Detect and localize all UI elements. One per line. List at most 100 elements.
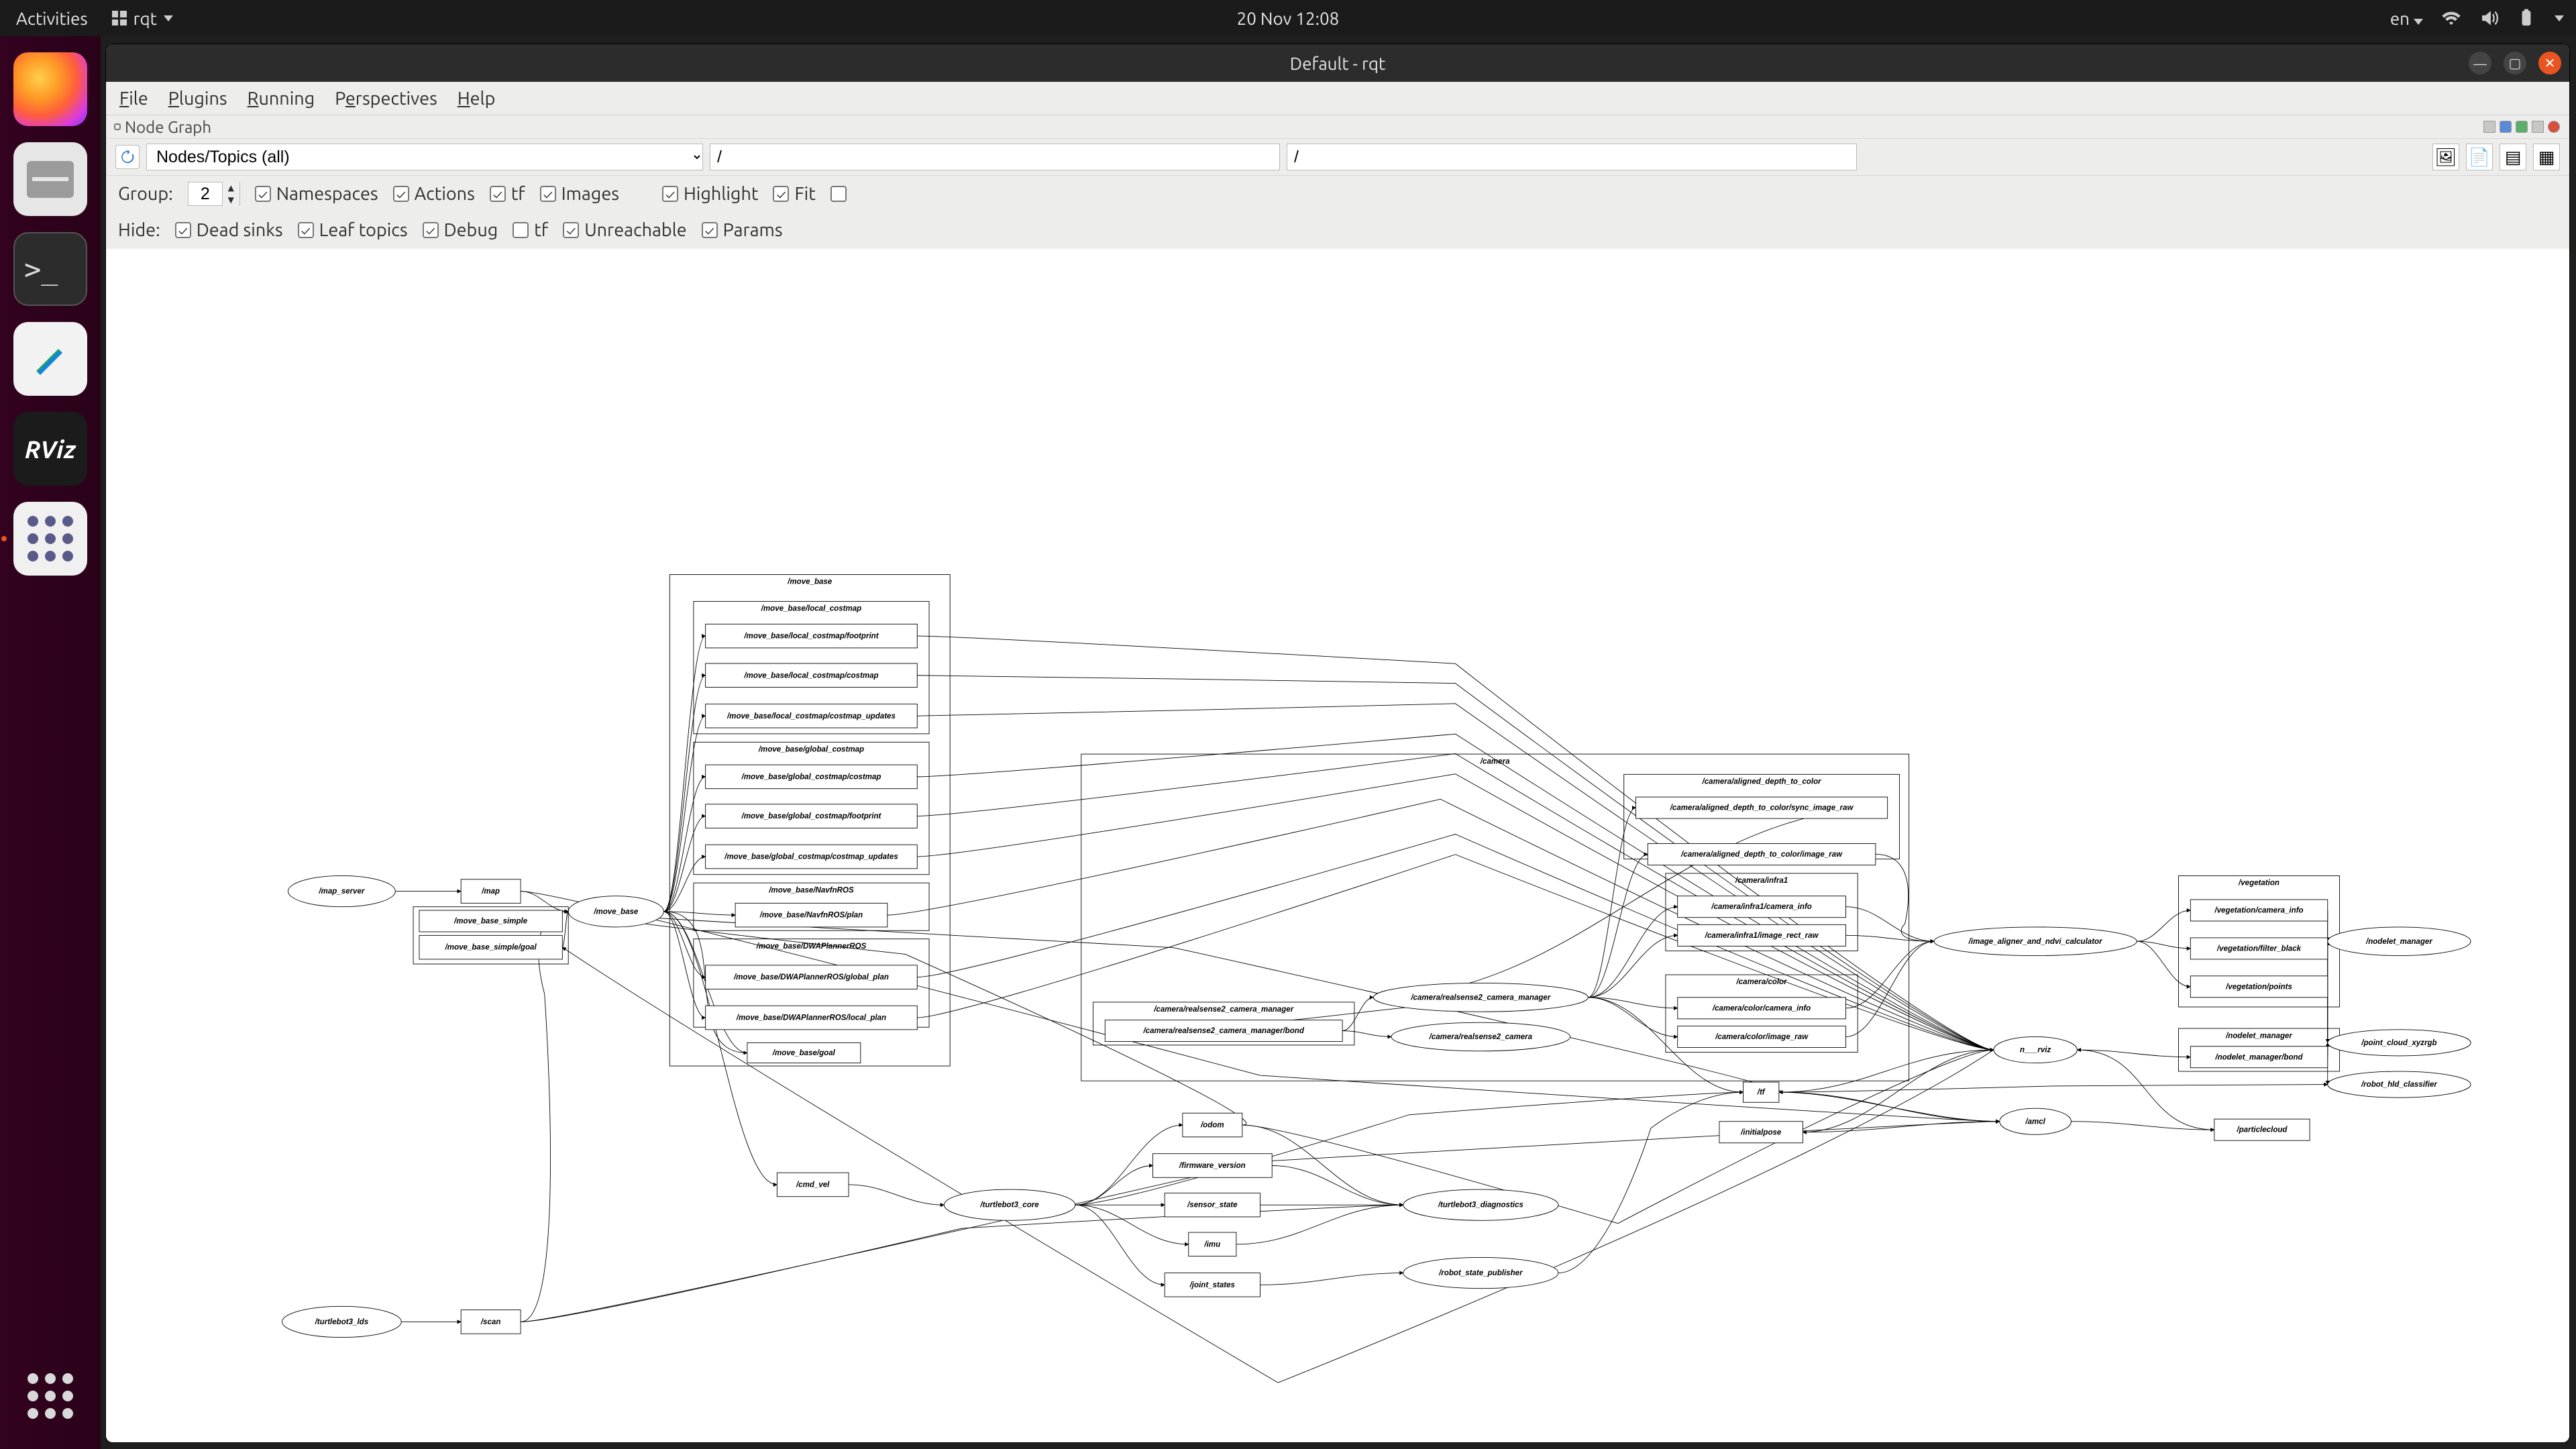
- graph-canvas[interactable]: /move_base/move_base/local_costmap/move_…: [106, 250, 2569, 1442]
- svg-text:/move_base: /move_base: [787, 578, 833, 586]
- spin-up[interactable]: ▲: [222, 182, 239, 194]
- chk-dead-sinks[interactable]: Dead sinks: [175, 220, 283, 240]
- svg-text:/camera/infra1/camera_info: /camera/infra1/camera_info: [1711, 903, 1812, 911]
- svg-text:/move_base/goal: /move_base/goal: [772, 1049, 836, 1057]
- dock-terminal[interactable]: >_: [13, 232, 87, 306]
- chk-namespaces[interactable]: Namespaces: [255, 184, 378, 204]
- chk-debug[interactable]: Debug: [423, 220, 498, 240]
- options-row-1: Group: ▲▼ Namespaces Actions tf Images H…: [106, 176, 2569, 212]
- chk-fit[interactable]: Fit: [773, 184, 815, 204]
- refresh-button[interactable]: [115, 145, 140, 169]
- svg-text:/vegetation/camera_info: /vegetation/camera_info: [2214, 907, 2303, 915]
- minimize-button[interactable]: —: [2469, 52, 2491, 74]
- dock-rviz[interactable]: RViz: [13, 412, 87, 486]
- svg-text:/firmware_version: /firmware_version: [1179, 1162, 1246, 1170]
- battery-icon[interactable]: [2517, 9, 2536, 28]
- svg-text:/move_base/DWAPlannerROS/local: /move_base/DWAPlannerROS/local_plan: [736, 1014, 886, 1022]
- dock-show-apps[interactable]: [13, 1359, 87, 1433]
- system-menu-icon[interactable]: [2555, 15, 2564, 21]
- clock[interactable]: 20 Nov 12:08: [1237, 9, 1340, 28]
- menu-file[interactable]: File: [119, 89, 148, 109]
- svg-text:/move_base/global_costmap/foot: /move_base/global_costmap/footprint: [741, 812, 882, 820]
- dock-opt-1[interactable]: [2483, 121, 2496, 133]
- svg-text:/scan: /scan: [480, 1318, 501, 1326]
- chk-hide-tf[interactable]: tf: [513, 220, 548, 240]
- node-graph-svg: /move_base/move_base/local_costmap/move_…: [106, 250, 2569, 1442]
- svg-text:/vegetation/points: /vegetation/points: [2225, 983, 2292, 991]
- gnome-topbar: Activities rqt 20 Nov 12:08 en: [0, 0, 2576, 36]
- maximize-button[interactable]: ▢: [2504, 52, 2526, 74]
- topic-filter-input[interactable]: [1287, 144, 1857, 170]
- view-layout-2[interactable]: ▦: [2533, 144, 2560, 170]
- node-filter-input[interactable]: [710, 144, 1280, 170]
- chk-params[interactable]: Params: [702, 220, 783, 240]
- view-save-img[interactable]: 🖼: [2432, 144, 2459, 170]
- chk-extra[interactable]: [830, 186, 847, 202]
- svg-text:/turtlebot3_lds: /turtlebot3_lds: [315, 1318, 369, 1326]
- dock-opt-3[interactable]: [2516, 121, 2528, 133]
- chk-tf[interactable]: tf: [490, 184, 525, 204]
- close-button[interactable]: ✕: [2538, 52, 2561, 74]
- svg-text:/nodelet_manager: /nodelet_manager: [2365, 938, 2433, 946]
- dock-rqt[interactable]: [13, 502, 87, 576]
- volume-icon[interactable]: [2479, 9, 2498, 28]
- dock-firefox[interactable]: [13, 52, 87, 126]
- refresh-icon: [120, 150, 135, 164]
- titlebar: Default - rqt — ▢ ✕: [106, 44, 2569, 82]
- svg-text:/amcl: /amcl: [2025, 1118, 2045, 1126]
- chk-actions[interactable]: Actions: [393, 184, 475, 204]
- svg-text:/imu: /imu: [1203, 1240, 1220, 1248]
- chk-unreachable[interactable]: Unreachable: [563, 220, 686, 240]
- dock-close[interactable]: [2548, 121, 2560, 133]
- options-row-2: Hide: Dead sinks Leaf topics Debug tf Un…: [106, 212, 2569, 248]
- svg-text:/robot_hld_classifier: /robot_hld_classifier: [2361, 1081, 2438, 1089]
- chk-highlight[interactable]: Highlight: [662, 184, 759, 204]
- svg-text:/camera/realsense2_camera_mana: /camera/realsense2_camera_manager/bond: [1142, 1027, 1304, 1035]
- appmenu[interactable]: rqt: [112, 9, 173, 28]
- menu-running[interactable]: Running: [248, 89, 315, 109]
- hide-label: Hide:: [118, 220, 160, 240]
- dock-handle-icon[interactable]: [114, 123, 121, 130]
- svg-text:/camera/realsense2_camera: /camera/realsense2_camera: [1429, 1033, 1533, 1041]
- group-label: Group:: [118, 184, 173, 204]
- svg-text:/map_server: /map_server: [318, 888, 366, 896]
- svg-text:/move_base_simple/goal: /move_base_simple/goal: [445, 944, 537, 952]
- dock-files[interactable]: [13, 142, 87, 216]
- menu-help[interactable]: Help: [458, 89, 496, 109]
- dock-text-editor[interactable]: [13, 322, 87, 396]
- svg-text:/joint_states: /joint_states: [1189, 1281, 1236, 1289]
- svg-text:/move_base/global_costmap/cost: /move_base/global_costmap/costmap_update…: [724, 853, 898, 861]
- view-save-dot[interactable]: 📄: [2466, 144, 2493, 170]
- graph-mode-select[interactable]: Nodes/Topics (all): [146, 144, 703, 170]
- app-icon: [112, 11, 127, 25]
- dock-opt-2[interactable]: [2500, 121, 2512, 133]
- svg-text:/vegetation/filter_black: /vegetation/filter_black: [2216, 945, 2302, 953]
- svg-text:/move_base/NavfnROS: /move_base/NavfnROS: [768, 886, 854, 894]
- ubuntu-dock: >_ RViz: [0, 36, 101, 1449]
- svg-text:/move_base/DWAPlannerROS: /move_base/DWAPlannerROS: [756, 943, 867, 951]
- chevron-down-icon: [164, 15, 173, 21]
- group-depth-spinner[interactable]: ▲▼: [188, 182, 240, 206]
- svg-text:/robot_state_publisher: /robot_state_publisher: [1438, 1269, 1523, 1277]
- menubar: File Plugins Running Perspectives Help: [106, 82, 2569, 115]
- dock-opt-4[interactable]: [2532, 121, 2544, 133]
- group-depth-value[interactable]: [189, 182, 222, 205]
- plugin-header: Node Graph: [106, 115, 2569, 138]
- menu-plugins[interactable]: Plugins: [168, 89, 227, 109]
- chk-leaf-topics[interactable]: Leaf topics: [298, 220, 408, 240]
- svg-text:/camera: /camera: [1480, 757, 1510, 765]
- svg-text:/move_base/global_costmap: /move_base/global_costmap: [758, 746, 864, 754]
- view-layout-1[interactable]: ▤: [2500, 144, 2526, 170]
- window-title: Default - rqt: [1290, 54, 1386, 73]
- svg-text:/move_base: /move_base: [593, 908, 639, 916]
- chk-images[interactable]: Images: [540, 184, 619, 204]
- spin-down[interactable]: ▼: [222, 194, 239, 206]
- svg-text:/nodelet_manager: /nodelet_manager: [2225, 1032, 2293, 1040]
- menu-perspectives[interactable]: Perspectives: [335, 89, 437, 109]
- lang-indicator[interactable]: en: [2390, 9, 2423, 28]
- svg-text:/camera/infra1: /camera/infra1: [1735, 877, 1788, 885]
- svg-text:/camera/aligned_depth_to_color: /camera/aligned_depth_to_color/image_raw: [1680, 851, 1843, 859]
- svg-text:/camera/realsense2_camera_mana: /camera/realsense2_camera_manager: [1410, 994, 1552, 1002]
- activities-button[interactable]: Activities: [16, 9, 88, 28]
- wifi-icon[interactable]: [2442, 9, 2461, 28]
